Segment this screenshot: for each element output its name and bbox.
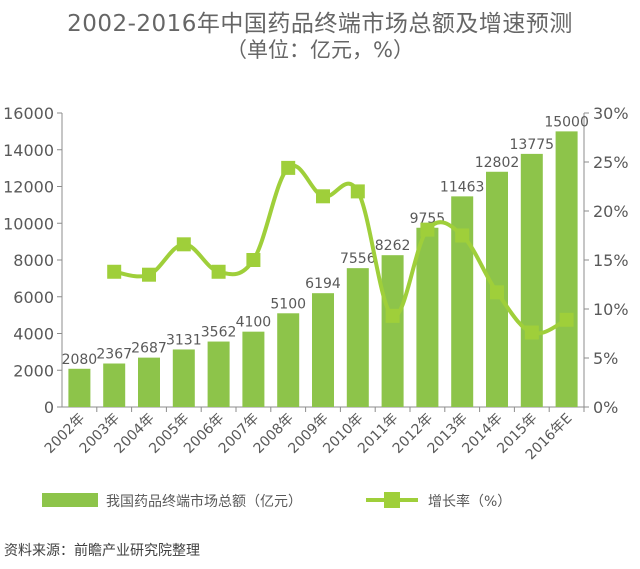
growth-rate-point [211,264,226,279]
growth-rate-point [559,312,574,327]
y-right-tick-label: 20% [593,202,629,221]
y-right-tick-label: 25% [593,153,629,172]
legend-bar-label: 我国药品终端市场总额（亿元） [106,493,302,510]
bar [68,368,91,407]
growth-rate-point [107,264,122,279]
legend-bar-swatch [42,493,98,507]
bar [451,196,474,407]
bar [312,293,334,407]
bar-value-label: 3562 [201,325,237,341]
bar [381,255,404,407]
y-left-tick-label: 6000 [13,288,54,307]
growth-rate-line [113,163,568,336]
bar [242,331,265,407]
growth-rate-point [455,228,470,243]
y-left-tick-label: 2000 [13,361,54,380]
bar-value-label: 12802 [475,155,520,171]
growth-rate-point [246,253,261,267]
legend: 我国药品终端市场总额（亿元） 增长率（%） [42,492,511,510]
y-left-tick-label: 0 [44,398,54,417]
growth-rate-point [524,325,539,340]
growth-rate-point [350,184,365,199]
y-right-tick-label: 15% [593,251,629,270]
growth-rate-point [316,189,330,204]
growth-line-group [107,160,574,340]
chart-title: 2002-2016年中国药品终端市场总额及增速预测 [67,11,573,37]
y-left-tick-label: 12000 [3,178,54,197]
bar [555,131,578,407]
bars-group [68,131,578,407]
y-left-tick-label: 8000 [13,251,54,270]
y-left-tick-label: 4000 [13,325,54,344]
growth-rate-point [420,222,435,237]
growth-rate-point [176,237,191,252]
y-right-tick-label: 30% [593,104,629,123]
bar-value-label: 3131 [166,332,202,348]
bar-value-label: 15000 [544,114,589,130]
bar-value-label: 5100 [270,296,306,312]
bar-value-label: 2687 [131,341,167,357]
bar-value-label: 4100 [236,315,272,331]
axes-group: 0 2000 4000 6000 8000 10000 12000 14000 16000 0% 5… [3,104,628,463]
bar-value-label: 8262 [375,238,411,254]
legend-line-label: 增长率（%） [428,493,511,510]
bar [346,268,369,407]
growth-rate-point [281,160,296,175]
bar-value-label: 2080 [62,352,98,368]
growth-rate-point [385,308,400,323]
y-right-tick-label: 10% [593,300,629,319]
y-left-tick-label: 10000 [3,214,54,233]
bar [416,227,439,407]
bar [520,153,543,407]
chart-subtitle: （单位：亿元，%） [226,38,414,62]
y-right-tick-label: 5% [593,349,618,368]
growth-rate-point [142,267,156,282]
bar-value-label: 11463 [440,179,485,195]
bar-value-label: 7556 [340,251,376,267]
bar [172,349,195,407]
growth-rate-point [490,285,504,300]
bar [207,341,230,407]
bar-value-label: 6194 [305,276,341,292]
y-left-tick-label: 16000 [3,104,54,123]
bar-value-label: 2367 [96,347,132,363]
bar [103,363,126,407]
source-note: 资料来源：前瞻产业研究院整理 [4,543,200,559]
y-right-tick-label: 0% [593,398,618,417]
bar [138,357,160,407]
legend-line-marker [384,492,400,508]
bar-value-label: 13775 [510,137,555,153]
bar [277,313,300,407]
y-left-tick-label: 14000 [3,141,54,160]
